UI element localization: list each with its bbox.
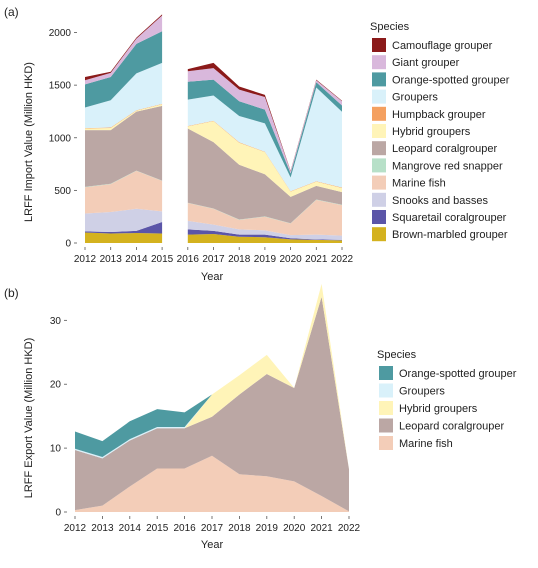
y-tick-label: 1000: [49, 133, 72, 144]
legend-swatch-leopard-coralgrouper: [379, 418, 393, 433]
area-squaretail-coralgrouper: [85, 221, 342, 241]
panel-b-x-axis-title: Year: [201, 539, 224, 551]
legend-label-marine-fish: Marine fish: [392, 178, 446, 190]
panel-a-legend: Species Camouflage grouper Giant grouper O…: [370, 21, 510, 242]
area-orange-spotted-grouper: [75, 283, 349, 470]
area-marine-fish: [85, 170, 342, 236]
legend-swatch-camouflage-grouper: [372, 38, 386, 52]
panel-b-legend: Species Orange-spotted grouper Groupers Hy…: [377, 349, 517, 450]
legend-label-leopard-coralgrouper: Leopard coralgrouper: [392, 143, 498, 155]
x-tick-label: 2016: [177, 254, 200, 265]
x-tick-label: 2014: [119, 523, 142, 534]
x-tick-label: 2015: [151, 254, 174, 265]
legend-swatch-giant-grouper: [372, 55, 386, 70]
area-hybrid-groupers: [85, 104, 342, 197]
legend-swatch-hybrid-groupers: [372, 124, 386, 138]
x-tick-label: 2012: [74, 254, 97, 265]
y-tick-label: 20: [50, 380, 62, 391]
x-tick-label: 2020: [283, 523, 306, 534]
legend-swatch-leopard-coralgrouper: [372, 141, 386, 156]
legend-swatch-hybrid-groupers: [379, 401, 393, 415]
legend-swatch-snooks-and-basses: [372, 192, 386, 207]
panel-a-y-ticks: 0 500 1000 1500 2000: [49, 28, 77, 250]
legend-label-mangrove-red-snapper: Mangrove red snapper: [392, 160, 503, 172]
y-tick-label: 1500: [49, 81, 72, 92]
x-tick-label: 2014: [125, 254, 148, 265]
legend-swatch-squaretail-coralgrouper: [372, 210, 386, 224]
panel-a-legend-title: Species: [370, 21, 410, 33]
y-tick-label: 0: [65, 239, 71, 250]
x-tick-label: 2012: [64, 523, 87, 534]
y-tick-label: 10: [50, 444, 62, 455]
legend-label-leopard-coralgrouper: Leopard coralgrouper: [399, 421, 505, 433]
legend-swatch-groupers: [379, 383, 393, 398]
legend-swatch-marine-fish: [379, 436, 393, 450]
y-tick-label: 500: [54, 186, 71, 197]
x-tick-label: 2018: [228, 523, 251, 534]
y-tick-label: 30: [50, 316, 62, 327]
x-tick-label: 2013: [91, 523, 114, 534]
legend-label-snooks-and-basses: Snooks and basses: [392, 195, 489, 207]
panel-a-areas: [85, 14, 342, 243]
panel-a-import: (a) LRFF Import Value (Million HKD) Year…: [4, 5, 510, 283]
x-tick-label: 2020: [279, 254, 302, 265]
x-tick-label: 2016: [173, 523, 196, 534]
area-snooks-and-basses: [85, 208, 342, 240]
panel-a-label: (a): [4, 5, 19, 19]
legend-swatch-groupers: [372, 89, 386, 104]
area-orange-spotted-grouper: [85, 31, 342, 178]
legend-swatch-brown-marbled-grouper: [372, 227, 386, 242]
panel-b-y-ticks: 0 10 20 30: [50, 316, 67, 519]
legend-label-brown-marbled-grouper: Brown-marbled grouper: [392, 229, 508, 241]
area-brown-marbled-grouper: [85, 232, 342, 243]
legend-label-marine-fish: Marine fish: [399, 438, 453, 450]
y-tick-label: 0: [55, 508, 61, 519]
panel-a-y-axis-title: LRFF Import Value (Million HKD): [23, 62, 35, 222]
area-groupers: [85, 62, 342, 192]
area-leopard-coralgrouper: [85, 105, 342, 224]
x-tick-label: 2022: [331, 254, 354, 265]
x-tick-label: 2017: [202, 254, 225, 265]
legend-label-hybrid-groupers: Hybrid groupers: [399, 403, 478, 415]
legend-label-giant-grouper: Giant grouper: [392, 57, 460, 69]
legend-swatch-marine-fish: [372, 175, 386, 190]
x-tick-label: 2013: [100, 254, 123, 265]
area-leopard-coralgrouper: [75, 296, 349, 512]
panel-b-export: (b) LRFF Export Value (Million HKD) Year…: [4, 283, 517, 551]
panel-b-x-ticks: 2012 2013 2014 2015 2016 2017 2018 2019 2020 2021…: [64, 516, 361, 534]
x-tick-label: 2017: [201, 523, 224, 534]
legend-label-squaretail-coralgrouper: Squaretail coralgrouper: [392, 212, 507, 224]
legend-label-groupers: Groupers: [392, 92, 438, 104]
x-tick-label: 2022: [338, 523, 361, 534]
panel-b-legend-title: Species: [377, 349, 417, 361]
panel-b-label: (b): [4, 286, 19, 300]
x-tick-label: 2019: [254, 254, 277, 265]
y-tick-label: 2000: [49, 28, 72, 39]
legend-swatch-orange-spotted-grouper: [372, 72, 386, 87]
legend-label-orange-spotted-grouper: Orange-spotted grouper: [392, 74, 510, 86]
area-marine-fish: [75, 455, 349, 512]
legend-label-hybrid-groupers: Hybrid groupers: [392, 126, 471, 138]
legend-swatch-orange-spotted-grouper: [379, 366, 393, 380]
legend-swatch-mangrove-red-snapper: [372, 158, 386, 173]
legend-label-humpback-grouper: Humpback grouper: [392, 109, 486, 121]
panel-a-x-axis-title: Year: [201, 271, 224, 283]
x-tick-label: 2021: [310, 523, 333, 534]
panel-a-x-ticks: 2012 2013 2014 2015 2016 2017 2018 2019 2020 2021…: [74, 247, 354, 265]
legend-label-groupers: Groupers: [399, 386, 445, 398]
legend-label-orange-spotted-grouper: Orange-spotted grouper: [399, 368, 517, 380]
x-tick-label: 2015: [146, 523, 169, 534]
x-tick-label: 2018: [228, 254, 251, 265]
panel-b-y-axis-title: LRFF Export Value (Million HKD): [23, 338, 35, 499]
x-tick-label: 2021: [305, 254, 328, 265]
x-tick-label: 2019: [256, 523, 279, 534]
legend-swatch-humpback-grouper: [372, 106, 386, 121]
legend-label-camouflage-grouper: Camouflage grouper: [392, 40, 493, 52]
panel-b-areas: [75, 283, 349, 512]
